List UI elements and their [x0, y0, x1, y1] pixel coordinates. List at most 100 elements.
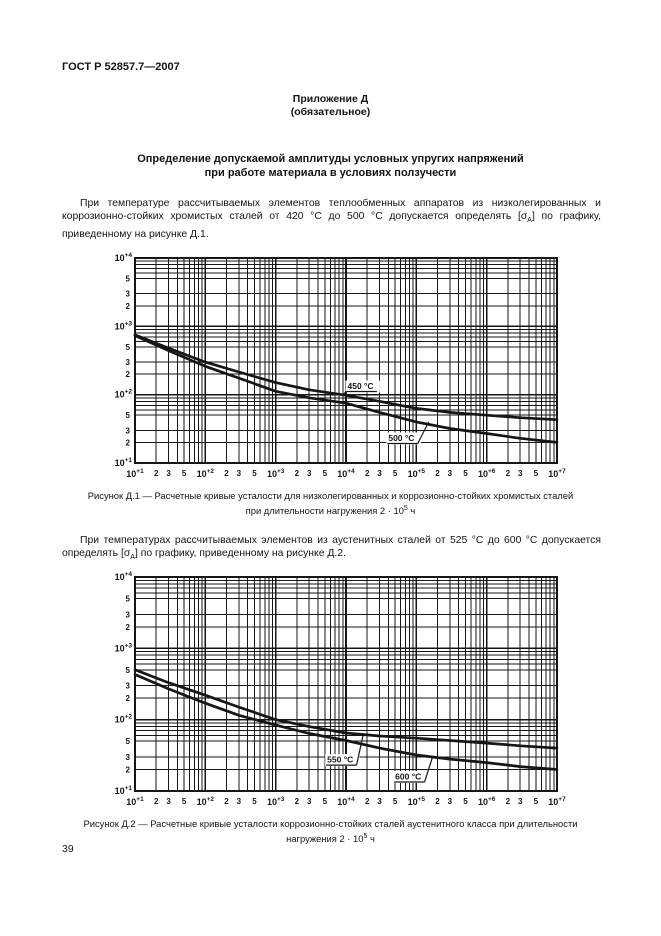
figure-d1-caption-line2: при длительности нагружения 2 · 105 ч: [0, 502, 661, 517]
svg-text:2: 2: [126, 438, 131, 447]
curve-600С: [133, 673, 559, 771]
svg-text:2: 2: [126, 694, 131, 703]
svg-text:5: 5: [463, 469, 468, 478]
svg-text:10+1: 10+1: [126, 468, 144, 479]
svg-text:5: 5: [393, 797, 398, 806]
svg-text:3: 3: [237, 797, 242, 806]
svg-text:10+7: 10+7: [548, 468, 566, 479]
svg-text:2: 2: [126, 302, 131, 311]
sigma-subscript: А: [527, 217, 532, 225]
axis-tick-labels: 10+1 10+2 10+3 10+4 10+5 10+6 10+72 3 5 2 3 5 2 3 5 2 3 5…: [115, 252, 567, 479]
svg-text:10+3: 10+3: [115, 320, 133, 331]
svg-text:10+2: 10+2: [197, 796, 215, 807]
svg-text:2: 2: [435, 797, 440, 806]
paragraph-2-text: При температурах рассчитываемых элементо…: [62, 535, 601, 560]
svg-text:2: 2: [224, 469, 229, 478]
svg-text:10+2: 10+2: [115, 714, 133, 725]
svg-text:10+5: 10+5: [408, 796, 426, 807]
svg-text:10+2: 10+2: [197, 468, 215, 479]
svg-text:2: 2: [506, 797, 511, 806]
figure-d2-caption-line1: Рисунок Д.2 — Расчетные кривые усталости…: [83, 818, 578, 829]
svg-text:2: 2: [365, 469, 370, 478]
svg-text:3: 3: [126, 358, 131, 367]
document-number: ГОСТ Р 52857.7—2007: [62, 61, 180, 73]
curve-label: 450 °С: [347, 381, 373, 391]
svg-text:2: 2: [365, 797, 370, 806]
svg-text:10+4: 10+4: [337, 796, 355, 807]
caption-text-end: ч: [407, 505, 416, 517]
svg-text:3: 3: [126, 426, 131, 435]
appendix-label: Приложение Д: [292, 93, 369, 105]
grid: [133, 256, 559, 465]
svg-text:5: 5: [126, 411, 131, 420]
label-backplate: [386, 432, 421, 445]
curve-450С: [133, 333, 559, 422]
appendix-note: (обязательное): [290, 106, 371, 118]
paragraph-1-text: При температуре рассчитываемых элементов…: [62, 198, 601, 223]
svg-text:2: 2: [126, 766, 131, 775]
series-labels: 450 °С 500 °С: [342, 380, 430, 445]
svg-text:10+3: 10+3: [267, 796, 285, 807]
svg-text:10+5: 10+5: [408, 468, 426, 479]
svg-text:2: 2: [154, 797, 159, 806]
series-curves: [133, 668, 559, 771]
svg-text:2: 2: [295, 469, 300, 478]
svg-text:3: 3: [377, 797, 382, 806]
svg-text:5: 5: [126, 343, 131, 352]
paragraph-1-text-end: ] по графику, приведенному на рисунке Д.…: [62, 211, 601, 240]
axis-tick-labels: 10+1 10+2 10+3 10+4 10+5 10+6 10+72 3 5 2 3 5 2 3 5 2 3 5…: [115, 571, 567, 807]
svg-text:2: 2: [435, 469, 440, 478]
svg-text:5: 5: [252, 469, 257, 478]
svg-text:2: 2: [295, 797, 300, 806]
svg-text:5: 5: [252, 797, 257, 806]
curve-label: 500 °С: [388, 433, 414, 443]
svg-text:3: 3: [518, 797, 523, 806]
svg-text:5: 5: [534, 469, 539, 478]
svg-text:3: 3: [166, 797, 171, 806]
paragraph-2: При температурах рассчитываемых элементо…: [62, 534, 601, 565]
svg-text:3: 3: [377, 469, 382, 478]
svg-text:3: 3: [448, 797, 453, 806]
svg-text:3: 3: [448, 469, 453, 478]
svg-text:3: 3: [126, 290, 131, 299]
label-backplate: [325, 754, 360, 767]
figure-d2-caption: Рисунок Д.2 — Расчетные кривые усталости…: [0, 817, 661, 845]
svg-text:10+1: 10+1: [115, 457, 133, 468]
svg-text:3: 3: [126, 753, 131, 762]
figure-d1-caption-line1: Рисунок Д.1 — Расчетные кривые усталости…: [87, 490, 574, 501]
svg-text:5: 5: [126, 737, 131, 746]
paragraph-2-text-end: ] по графику, приведенному на рисунке Д.…: [134, 548, 346, 560]
svg-text:2: 2: [126, 623, 131, 632]
svg-text:3: 3: [307, 797, 312, 806]
svg-text:2: 2: [126, 370, 131, 379]
section-title: Определение допускаемой амплитуды условн…: [0, 152, 661, 180]
svg-text:10+6: 10+6: [478, 796, 496, 807]
svg-text:5: 5: [534, 797, 539, 806]
svg-text:10+1: 10+1: [115, 785, 133, 796]
figure-d1-plot: 10+1 10+2 10+3 10+4 10+5 10+6 10+72 3 5 2 3 5 2 3 5 2 3 5…: [115, 252, 567, 479]
paragraph-1: При температуре рассчитываемых элементов…: [62, 197, 601, 241]
svg-text:3: 3: [307, 469, 312, 478]
series-labels: 550 °С 600 °С: [325, 734, 434, 783]
svg-text:10+3: 10+3: [115, 642, 133, 653]
svg-text:2: 2: [154, 469, 159, 478]
appendix-heading: Приложение Д (обязательное): [0, 93, 661, 119]
section-title-line2: при работе материала в условиях ползучес…: [204, 167, 457, 179]
svg-text:5: 5: [182, 469, 187, 478]
svg-text:5: 5: [126, 275, 131, 284]
svg-text:10+4: 10+4: [115, 571, 133, 582]
curve-500С: [133, 334, 559, 444]
svg-text:3: 3: [518, 469, 523, 478]
sigma-subscript: А: [130, 554, 135, 562]
figure-d1-caption: Рисунок Д.1 — Расчетные кривые усталости…: [0, 489, 661, 517]
svg-text:5: 5: [323, 797, 328, 806]
grid: [133, 575, 559, 793]
figure-d2-caption-line2: нагружения 2 · 105 ч: [0, 830, 661, 845]
svg-text:10+1: 10+1: [126, 796, 144, 807]
exponent-superscript: 5: [403, 505, 408, 512]
svg-text:5: 5: [463, 797, 468, 806]
svg-text:10+4: 10+4: [115, 252, 133, 263]
caption-text-end: ч: [367, 833, 375, 845]
svg-text:5: 5: [393, 469, 398, 478]
